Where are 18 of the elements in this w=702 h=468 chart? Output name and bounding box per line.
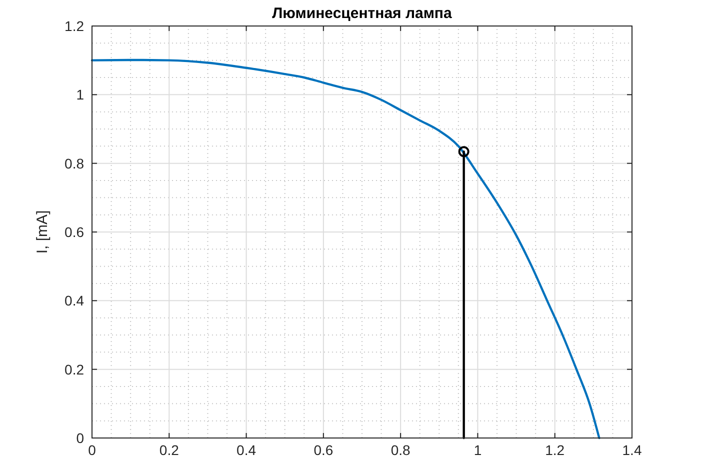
line-series: [90, 58, 600, 440]
x-tick-label: 0.4: [236, 442, 256, 458]
y-tick-label: 1.2: [64, 18, 84, 34]
x-tick-label: 0.8: [390, 442, 411, 458]
x-tick-label: 1.2: [545, 442, 565, 458]
y-tick-label: 0.8: [64, 155, 84, 172]
x-tick-label: 0: [88, 442, 96, 458]
x-tick-label: 0.2: [159, 442, 180, 458]
y-tick-label: 0.6: [64, 224, 84, 240]
y-axis-title: I, [mA]: [34, 210, 51, 254]
x-tick-label: 1.4: [622, 442, 642, 458]
x-tick-label: 0.6: [314, 442, 334, 458]
y-tick-label: 0.4: [64, 292, 84, 309]
x-tick-label: 1: [474, 442, 482, 458]
y-tick-label: 0: [76, 430, 84, 446]
y-tick-label: 1: [76, 86, 84, 103]
y-tick-label: 0.2: [64, 361, 84, 378]
chart-title: Люминесцентная лампа: [272, 5, 452, 22]
